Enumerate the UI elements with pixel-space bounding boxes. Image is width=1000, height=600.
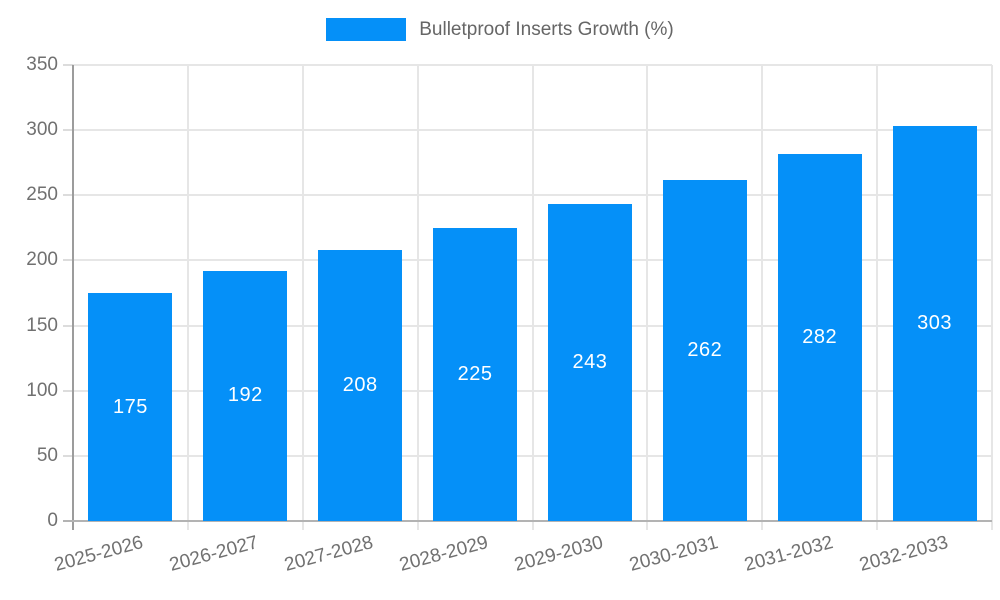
y-axis-tick bbox=[63, 64, 73, 66]
y-axis-tick-label: 0 bbox=[47, 510, 58, 531]
x-axis-line bbox=[63, 520, 992, 522]
y-axis-tick-label: 50 bbox=[36, 444, 58, 466]
y-axis-tick-label: 300 bbox=[26, 119, 58, 141]
bar[interactable]: 262 bbox=[662, 179, 747, 521]
bar-value-label: 262 bbox=[687, 338, 723, 361]
bar-value-label: 225 bbox=[457, 362, 493, 385]
y-axis-tick bbox=[63, 194, 73, 197]
bar-value-label: 243 bbox=[572, 351, 608, 374]
legend[interactable]: Bulletproof Inserts Growth (%) bbox=[0, 18, 1000, 41]
gridline-vertical bbox=[761, 65, 764, 530]
gridline-vertical bbox=[646, 65, 649, 530]
y-axis-tick-label: 350 bbox=[26, 54, 58, 75]
bar-value-label: 303 bbox=[917, 312, 952, 335]
y-axis-tick-label: 250 bbox=[26, 184, 58, 206]
y-axis-tick-label: 200 bbox=[26, 249, 58, 271]
gridline-vertical bbox=[186, 65, 189, 530]
bar-value-label: 208 bbox=[342, 373, 378, 396]
gridline-vertical bbox=[531, 65, 534, 530]
y-axis-tick bbox=[63, 259, 73, 262]
y-axis-tick bbox=[63, 129, 73, 132]
bar[interactable]: 208 bbox=[318, 250, 403, 521]
y-axis-tick bbox=[63, 389, 73, 392]
y-axis-tick-label: 150 bbox=[26, 314, 58, 336]
y-axis-tick-label: 100 bbox=[26, 379, 58, 401]
bar-value-label: 282 bbox=[802, 325, 838, 348]
gridline-vertical bbox=[876, 65, 879, 530]
bar[interactable]: 282 bbox=[777, 153, 862, 521]
bar-value-label: 175 bbox=[113, 395, 148, 418]
y-axis-tick bbox=[63, 454, 73, 457]
bar[interactable]: 303 bbox=[892, 126, 977, 521]
gridline-vertical bbox=[991, 65, 993, 530]
bar[interactable]: 225 bbox=[433, 227, 518, 521]
bar-value-label: 192 bbox=[227, 384, 263, 407]
gridline-vertical bbox=[416, 65, 419, 530]
legend-swatch[interactable] bbox=[326, 18, 407, 41]
bar[interactable]: 175 bbox=[88, 293, 173, 521]
bar[interactable]: 192 bbox=[203, 270, 288, 521]
y-axis-tick bbox=[63, 324, 73, 327]
gridline-vertical bbox=[301, 65, 304, 530]
y-axis-line bbox=[72, 65, 74, 530]
bar[interactable]: 243 bbox=[547, 204, 632, 521]
legend-label: Bulletproof Inserts Growth (%) bbox=[419, 19, 674, 40]
